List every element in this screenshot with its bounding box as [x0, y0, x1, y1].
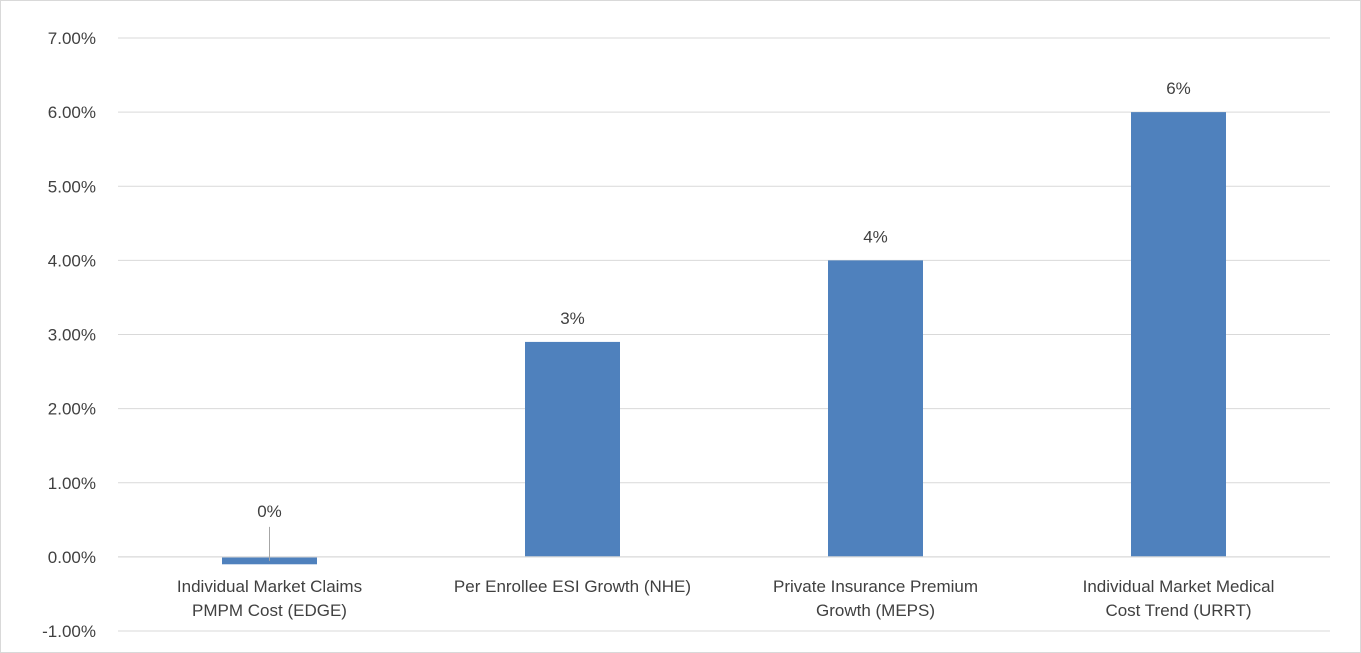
- y-tick-label: 0.00%: [48, 548, 96, 567]
- y-tick-label: 3.00%: [48, 326, 96, 345]
- bar: [1131, 112, 1226, 557]
- category-label: Private Insurance Premium: [773, 577, 978, 596]
- y-axis-tick-labels: -1.00% 0.00% 1.00% 2.00% 3.00% 4.00% 5.00% 6.00…: [42, 29, 96, 641]
- data-label: 0%: [257, 502, 282, 521]
- y-tick-label: 5.00%: [48, 177, 96, 196]
- category-label: Growth (MEPS): [816, 601, 935, 620]
- category-labels: Individual Market Claims PMPM Cost (EDGE)…: [177, 577, 1275, 620]
- gridlines: [118, 37, 1330, 632]
- bar: [525, 341, 620, 557]
- category-label: Individual Market Medical: [1083, 577, 1275, 596]
- data-label: 6%: [1166, 79, 1191, 98]
- category-label: Individual Market Claims: [177, 577, 362, 596]
- y-tick-label: 2.00%: [48, 400, 96, 419]
- y-tick-label: 1.00%: [48, 474, 96, 493]
- data-label: 4%: [863, 227, 888, 246]
- category-label: Cost Trend (URRT): [1105, 601, 1251, 620]
- y-tick-label: 7.00%: [48, 29, 96, 48]
- y-tick-label: 6.00%: [48, 103, 96, 122]
- data-labels: 0% 3% 4% 6%: [257, 79, 1191, 561]
- category-label: PMPM Cost (EDGE): [192, 601, 347, 620]
- y-tick-label: -1.00%: [42, 622, 96, 641]
- data-label: 3%: [560, 309, 585, 328]
- bar: [828, 260, 923, 557]
- category-label: Per Enrollee ESI Growth (NHE): [454, 577, 691, 596]
- y-tick-label: 4.00%: [48, 251, 96, 270]
